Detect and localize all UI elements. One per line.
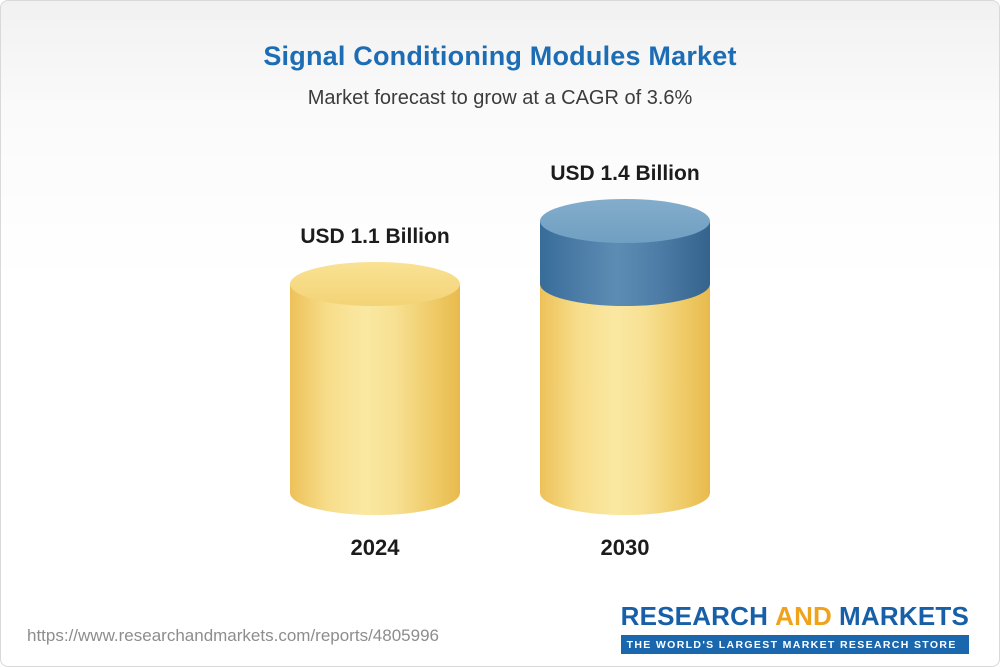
cylinder-body-yellow bbox=[290, 284, 460, 515]
bar-value-label-2030: USD 1.4 Billion bbox=[550, 162, 700, 185]
researchandmarkets-logo: RESEARCH AND MARKETS THE WORLD'S LARGEST M… bbox=[620, 601, 969, 654]
logo-word-research: RESEARCH bbox=[620, 601, 769, 631]
bar-column-2024: USD 1.1 Billion 2024 bbox=[290, 225, 460, 561]
bar-category-label-2030: 2030 bbox=[600, 535, 650, 560]
bar-value-label-2024: USD 1.1 Billion bbox=[300, 225, 450, 248]
bar-cylinder-2030 bbox=[540, 199, 710, 515]
cylinder-top-face-yellow bbox=[290, 262, 460, 306]
cylinder-top-face-blue bbox=[540, 199, 710, 243]
logo-tagline: THE WORLD'S LARGEST MARKET RESEARCH STOR… bbox=[620, 635, 969, 654]
logo-wordmark: RESEARCH AND MARKETS bbox=[621, 601, 969, 632]
chart-area: USD 1.1 Billion 2024 USD 1.4 Billion 203… bbox=[1, 162, 999, 561]
chart-subtitle: Market forecast to grow at a CAGR of 3.6… bbox=[307, 87, 693, 109]
logo-word-and: AND bbox=[775, 601, 833, 631]
logo-word-markets: MARKETS bbox=[839, 601, 969, 631]
bar-category-label-2024: 2024 bbox=[350, 535, 400, 560]
bar-cylinder-2024 bbox=[290, 262, 460, 515]
source-url-link[interactable]: https://www.researchandmarkets.com/repor… bbox=[27, 626, 439, 645]
bar-column-2030: USD 1.4 Billion 2030 bbox=[540, 162, 710, 561]
cylinder-body-yellow bbox=[540, 284, 710, 515]
chart-title: Signal Conditioning Modules Market bbox=[263, 41, 737, 71]
